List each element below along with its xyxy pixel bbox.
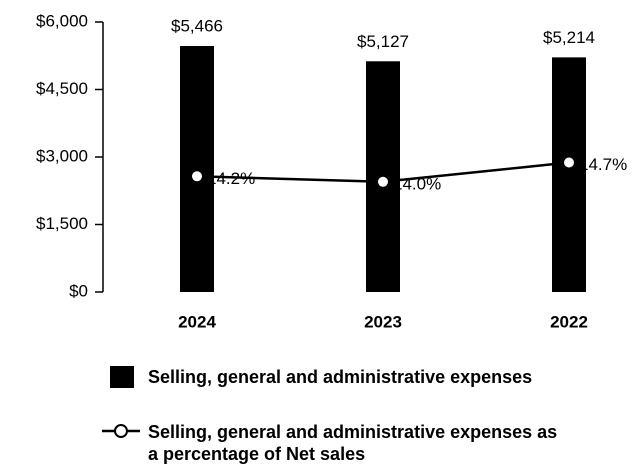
legend-label: Selling, general and administrative expe… bbox=[148, 422, 558, 464]
y-tick-label: $0 bbox=[69, 281, 88, 300]
bar bbox=[552, 57, 586, 293]
line-marker bbox=[190, 169, 204, 184]
x-tick-label: 2024 bbox=[178, 312, 216, 331]
y-tick-label: $1,500 bbox=[36, 214, 88, 233]
x-tick-label: 2023 bbox=[364, 312, 402, 331]
legend-label: Selling, general and administrative expe… bbox=[148, 367, 533, 387]
line-value-label: 14.0% bbox=[393, 174, 441, 193]
legend-bar-swatch bbox=[110, 366, 134, 388]
x-tick-label: 2022 bbox=[550, 312, 588, 331]
bar bbox=[180, 46, 214, 292]
line-marker bbox=[376, 174, 390, 189]
legend-marker bbox=[114, 424, 128, 438]
bar-value-label: $5,214 bbox=[543, 28, 595, 47]
y-tick-label: $6,000 bbox=[36, 11, 88, 30]
line-value-label: 14.7% bbox=[579, 155, 627, 174]
bar-value-label: $5,466 bbox=[171, 17, 223, 36]
line-marker bbox=[562, 155, 576, 170]
line-value-label: 14.2% bbox=[207, 169, 255, 188]
y-tick-label: $4,500 bbox=[36, 79, 88, 98]
y-tick-label: $3,000 bbox=[36, 146, 88, 165]
bar-value-label: $5,127 bbox=[357, 32, 409, 51]
